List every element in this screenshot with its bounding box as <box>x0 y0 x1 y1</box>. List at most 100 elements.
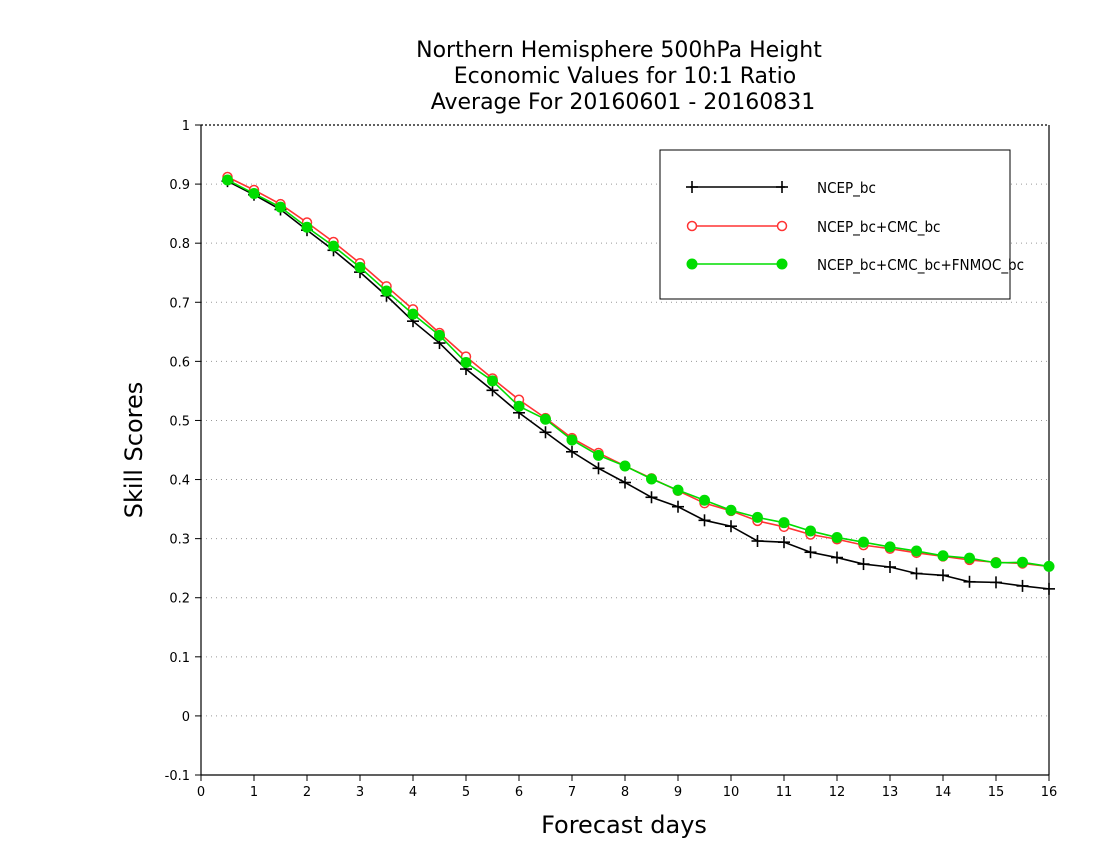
data-point-2-30 <box>1017 556 1028 568</box>
data-point-0-17 <box>672 500 684 513</box>
y-axis-title: Skill Scores <box>120 382 148 519</box>
y-tick-label: 0.7 <box>169 296 190 311</box>
x-axis-title: Forecast days <box>541 811 707 839</box>
data-point-2-11 <box>513 400 525 412</box>
data-point-2-25 <box>884 541 896 553</box>
x-tick-label: 3 <box>356 785 364 800</box>
data-point-2-17 <box>672 484 684 496</box>
data-point-0-22 <box>804 546 817 559</box>
y-tick-label: 0.2 <box>169 592 190 607</box>
y-tick-label: 0 <box>182 710 190 725</box>
data-point-2-23 <box>831 531 843 543</box>
data-point-2-10 <box>487 375 498 387</box>
data-point-2-0 <box>222 174 233 186</box>
data-point-0-31 <box>1043 582 1055 595</box>
legend-label-ncep-bc-cmc-bc: NCEP_bc+CMC_bc <box>817 218 940 237</box>
axes: -0.100.10.20.30.40.50.60.70.80.910 1 2 3 4 5 6… <box>165 119 1058 800</box>
data-point-0-19 <box>725 520 737 533</box>
data-point-0-21 <box>778 536 790 549</box>
data-point-0-25 <box>884 561 896 573</box>
chart-title-line-1: Northern Hemisphere 500hPa Height <box>416 38 822 63</box>
data-point-2-6 <box>381 285 392 297</box>
data-point-0-26 <box>910 567 923 580</box>
x-tick-label: 8 <box>621 785 629 800</box>
data-point-2-29 <box>990 557 1002 569</box>
data-point-2-28 <box>964 552 975 564</box>
data-point-2-2 <box>275 201 286 213</box>
y-tick-label: 0.6 <box>169 355 190 370</box>
series-lines <box>221 171 1055 595</box>
legend-box <box>659 149 1011 300</box>
data-point-0-30 <box>1016 579 1029 592</box>
y-tick-label: 0.4 <box>169 474 190 489</box>
data-point-0-12 <box>539 426 552 439</box>
data-point-2-20 <box>752 511 763 523</box>
data-point-0-20 <box>751 535 764 547</box>
data-point-2-27 <box>937 550 949 562</box>
data-point-2-19 <box>725 504 737 516</box>
legend-label-ncep-bc-cmc-bc-fnmoc-bc: NCEP_bc+CMC_bc+FNMOC_bc <box>817 256 1024 275</box>
y-tick-label: 0.5 <box>169 414 190 429</box>
y-tick-label: 0.9 <box>169 178 190 193</box>
data-point-0-13 <box>566 445 578 458</box>
legend-marker-start-0 <box>686 181 698 193</box>
data-point-2-24 <box>858 536 869 548</box>
x-tick-label: 4 <box>409 785 417 800</box>
series-line-0 <box>227 180 1050 590</box>
x-tick-label: 7 <box>568 785 576 800</box>
data-point-2-18 <box>699 494 710 506</box>
y-tick-label: 0.1 <box>169 651 190 666</box>
data-point-0-14 <box>592 462 605 475</box>
series-2 <box>222 174 1055 572</box>
legend-marker-start-2 <box>686 258 698 270</box>
x-tick-label: 1 <box>250 785 258 800</box>
data-point-2-16 <box>646 473 657 485</box>
x-tick-label: 15 <box>988 785 1005 800</box>
legend-marker-end-0 <box>776 181 788 193</box>
x-tick-label: 16 <box>1041 785 1058 800</box>
legend: NCEP_bc NCEP_bc+CMC_bc NCEP_bc+CMC_bc+FN… <box>659 149 1024 300</box>
legend-marker-end-1 <box>776 220 788 232</box>
legend-symbols <box>686 181 788 270</box>
data-point-2-12 <box>540 413 551 425</box>
x-tick-label: 11 <box>776 785 793 800</box>
x-tick-label: 2 <box>303 785 311 800</box>
data-point-2-15 <box>619 460 631 472</box>
legend-marker-start-1 <box>686 220 698 232</box>
data-point-2-26 <box>911 545 922 557</box>
data-point-0-23 <box>831 551 843 564</box>
data-point-2-4 <box>328 240 339 252</box>
data-point-2-14 <box>593 449 604 461</box>
data-point-2-1 <box>248 188 260 200</box>
data-point-0-18 <box>698 514 711 527</box>
y-tick-label: 1 <box>182 119 190 134</box>
data-point-0-16 <box>645 491 658 504</box>
x-tick-label: 6 <box>515 785 523 800</box>
chart-title-line-3: Average For 20160601 - 20160831 <box>431 90 816 115</box>
x-tick-label: 0 <box>197 785 205 800</box>
data-point-2-7 <box>407 308 419 320</box>
data-point-2-22 <box>805 525 816 537</box>
legend-marker-end-2 <box>776 258 788 270</box>
data-point-2-13 <box>566 434 578 446</box>
y-tick-label: 0.8 <box>169 237 190 252</box>
data-point-0-15 <box>619 476 631 489</box>
data-point-2-5 <box>354 261 366 273</box>
data-point-2-21 <box>778 517 790 529</box>
x-tick-label: 5 <box>462 785 470 800</box>
x-tick-label: 9 <box>674 785 682 800</box>
chart-title-line-2: Economic Values for 10:1 Ratio <box>454 64 796 89</box>
data-point-0-27 <box>937 569 949 582</box>
data-point-0-29 <box>990 576 1002 589</box>
legend-label-ncep-bc: NCEP_bc <box>817 179 876 198</box>
y-tick-label: 0.3 <box>169 533 190 548</box>
x-tick-label: 13 <box>882 785 899 800</box>
y-tick-label: -0.1 <box>165 769 190 784</box>
data-point-2-31 <box>1043 560 1055 572</box>
data-point-2-3 <box>301 221 313 233</box>
x-tick-label: 14 <box>935 785 952 800</box>
x-tick-label: 10 <box>723 785 740 800</box>
x-tick-label: 12 <box>829 785 846 800</box>
